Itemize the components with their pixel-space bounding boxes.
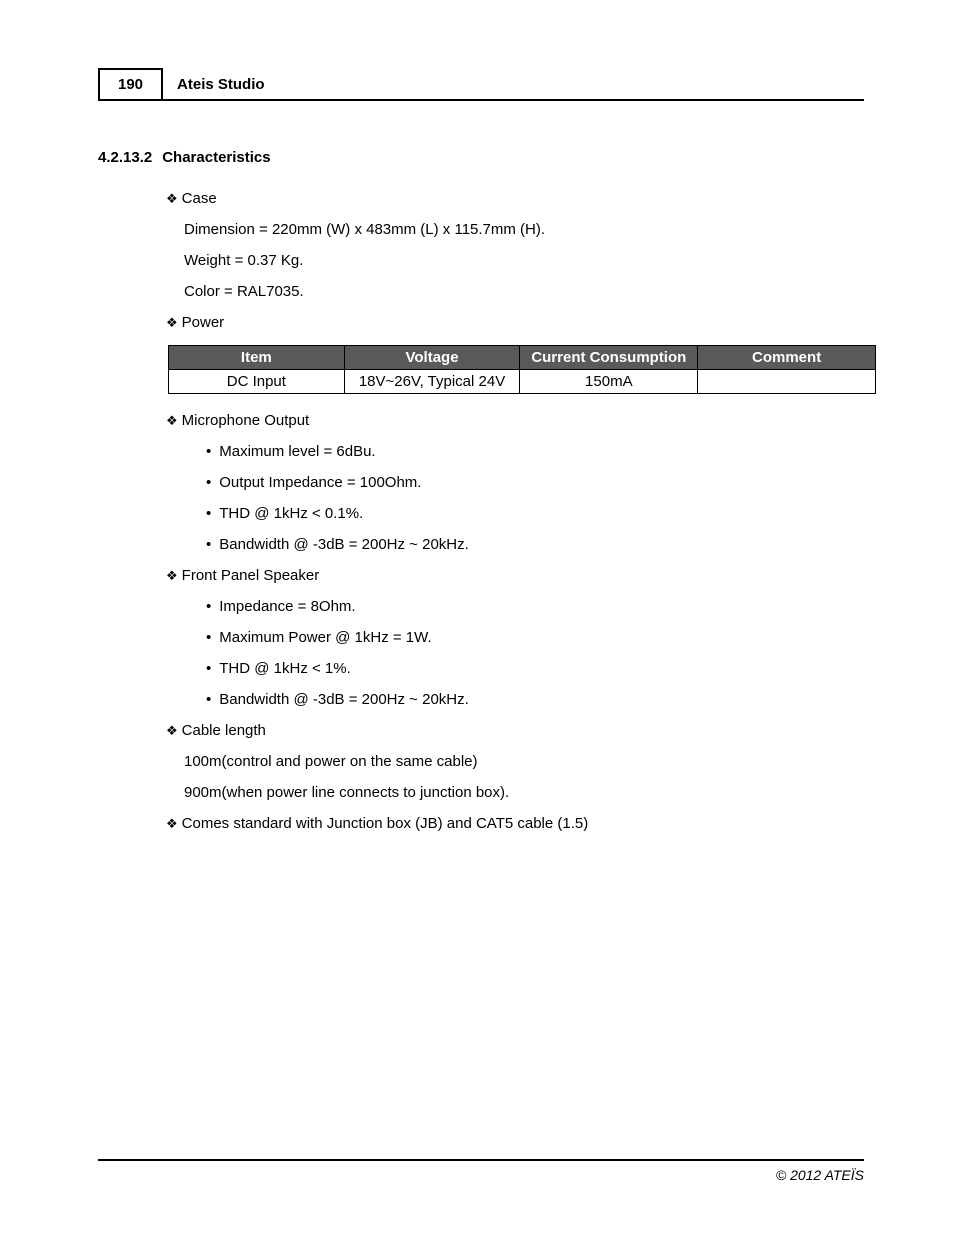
speaker-heading: Front Panel Speaker [166,567,864,584]
table-header: Current Consumption [520,346,698,370]
page-header: 190 Ateis Studio [98,68,864,101]
table-cell: 150mA [520,370,698,394]
table-header: Comment [698,346,876,370]
standard-line: Comes standard with Junction box (JB) an… [166,815,864,832]
speaker-bullet: THD @ 1kHz < 1%. [206,660,864,677]
content: 4.2.13.2 Characteristics Case Dimension =… [98,101,864,832]
case-line: Color = RAL7035. [184,283,864,300]
power-heading: Power [166,314,864,331]
cable-heading: Cable length [166,722,864,739]
table-row: DC Input 18V~26V, Typical 24V 150mA [169,370,876,394]
section-title: Characteristics [162,149,270,166]
table-header-row: Item Voltage Current Consumption Comment [169,346,876,370]
speaker-bullet: Maximum Power @ 1kHz = 1W. [206,629,864,646]
section-number: 4.2.13.2 [98,149,152,166]
power-table: Item Voltage Current Consumption Comment… [168,345,876,394]
page-number: 190 [98,68,163,99]
table-header: Item [169,346,345,370]
cable-line: 100m(control and power on the same cable… [184,753,864,770]
section-heading: 4.2.13.2 Characteristics [98,149,864,166]
footer: © 2012 ATEÏS [98,1159,864,1183]
table-cell [698,370,876,394]
mic-bullet: Output Impedance = 100Ohm. [206,474,864,491]
mic-heading: Microphone Output [166,412,864,429]
speaker-bullet: Impedance = 8Ohm. [206,598,864,615]
page-title: Ateis Studio [163,68,279,99]
case-line: Weight = 0.37 Kg. [184,252,864,269]
table-cell: 18V~26V, Typical 24V [344,370,520,394]
case-heading: Case [166,190,864,207]
case-line: Dimension = 220mm (W) x 483mm (L) x 115.… [184,221,864,238]
mic-bullet: Maximum level = 6dBu. [206,443,864,460]
page: 190 Ateis Studio 4.2.13.2 Characteristics… [0,0,954,832]
table-cell: DC Input [169,370,345,394]
mic-bullet: Bandwidth @ -3dB = 200Hz ~ 20kHz. [206,536,864,553]
speaker-bullet: Bandwidth @ -3dB = 200Hz ~ 20kHz. [206,691,864,708]
mic-bullet: THD @ 1kHz < 0.1%. [206,505,864,522]
table-header: Voltage [344,346,520,370]
cable-line: 900m(when power line connects to junctio… [184,784,864,801]
